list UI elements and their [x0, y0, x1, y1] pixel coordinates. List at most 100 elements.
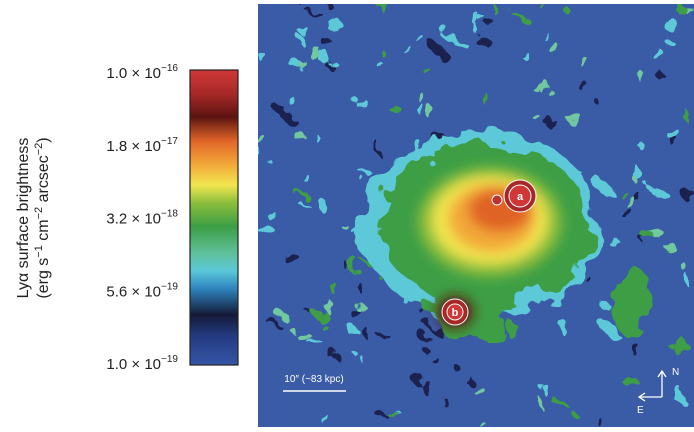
noise-speckle [407, 82, 415, 91]
noise-speckle [419, 64, 427, 71]
noise-speckle [266, 209, 275, 218]
unit-text: ) [35, 137, 52, 142]
noise-speckle [305, 336, 320, 343]
noise-speckle [293, 19, 302, 30]
tick-mantissa: 5.6 × 10 [106, 283, 161, 300]
noise-speckle [657, 11, 671, 25]
noise-speckle [625, 214, 639, 222]
noise-speckle [521, 50, 528, 59]
noise-speckle [388, 102, 398, 112]
noise-speckle [527, 80, 543, 86]
colorbar-tick-label: 5.6 × 10−19 [106, 281, 178, 300]
tick-exponent: −16 [161, 63, 178, 74]
unit-text: (erg s [35, 258, 52, 299]
noise-speckle [351, 263, 366, 276]
noise-speckle [561, 407, 572, 414]
noise-speckle [566, 115, 582, 124]
noise-speckle [628, 201, 642, 211]
noise-speckle [354, 93, 363, 106]
noise-speckle [634, 346, 643, 358]
noise-speckle [323, 40, 334, 47]
noise-speckle [301, 204, 310, 208]
noise-speckle [533, 115, 541, 120]
unit-exponent: −2 [33, 207, 45, 220]
noise-speckle [355, 353, 361, 357]
noise-speckle [541, 4, 545, 10]
noise-speckle [578, 54, 585, 66]
noise-speckle [292, 128, 301, 139]
noise-speckle [350, 331, 362, 337]
noise-speckle [489, 23, 499, 29]
tick-mantissa: 3.2 × 10 [106, 211, 161, 228]
noise-speckle [595, 180, 607, 192]
noise-speckle [601, 321, 615, 332]
noise-speckle [435, 47, 446, 57]
noise-speckle [400, 45, 412, 51]
noise-speckle [383, 53, 388, 59]
noise-speckle [331, 283, 339, 295]
north-label: N [672, 367, 679, 378]
noise-speckle [673, 390, 687, 401]
tick-mantissa: 1.8 × 10 [106, 138, 161, 155]
unit-exponent: −2 [33, 143, 45, 156]
noise-speckle [672, 339, 687, 345]
east-label: E [637, 405, 644, 416]
noise-speckle [610, 235, 618, 247]
noise-speckle [409, 95, 417, 107]
noise-speckle [622, 374, 636, 386]
colorbar-tick-label: 3.2 × 10−18 [106, 209, 178, 228]
noise-speckle [409, 133, 415, 146]
unit-text: arcsec [35, 155, 52, 207]
noise-speckle [382, 67, 388, 74]
noise-speckle [285, 252, 299, 266]
unit-text: cm [35, 219, 52, 245]
noise-speckle [637, 69, 641, 81]
noise-speckle [665, 127, 680, 138]
noise-speckle [300, 171, 307, 179]
noise-speckle [514, 13, 525, 18]
noise-speckle [543, 31, 547, 41]
noise-speckle [670, 137, 679, 146]
noise-speckle [362, 170, 372, 177]
noise-speckle [685, 110, 690, 122]
tick-exponent: −18 [161, 209, 178, 220]
noise-speckle [422, 333, 428, 345]
unit-exponent: −1 [33, 245, 45, 258]
noise-speckle [256, 152, 267, 160]
noise-speckle [599, 298, 606, 308]
noise-speckle [260, 225, 274, 237]
colorbar-tick-label: 1.0 × 10−19 [106, 354, 178, 373]
noise-speckle [315, 320, 323, 324]
lya-map: a b 10″ (~83 kpc) N E [255, 0, 694, 427]
noise-speckle [297, 55, 301, 66]
noise-speckle [280, 313, 289, 323]
noise-speckle [639, 183, 644, 188]
tick-exponent: −19 [161, 354, 178, 365]
noise-speckle [651, 48, 664, 59]
noise-speckle [327, 18, 342, 32]
noise-speckle [321, 55, 335, 66]
noise-speckle [260, 54, 268, 63]
noise-speckle [456, 366, 461, 375]
noise-speckle [294, 330, 309, 338]
noise-speckle [296, 193, 309, 198]
noise-speckle [468, 11, 479, 22]
noise-speckle [291, 29, 297, 36]
source-label: a [517, 191, 524, 203]
noise-speckle [478, 418, 482, 427]
tick-exponent: −19 [161, 281, 178, 292]
noise-speckle [423, 103, 431, 116]
tick-exponent: −17 [161, 136, 178, 147]
noise-speckle [317, 201, 329, 210]
noise-speckle [341, 225, 349, 229]
source-label: b [452, 307, 459, 319]
noise-speckle [586, 277, 592, 283]
noise-speckle [372, 407, 381, 413]
noise-speckle [561, 325, 574, 336]
noise-speckle [536, 396, 541, 406]
noise-speckle [646, 233, 656, 245]
noise-speckle [357, 306, 369, 314]
noise-speckle [419, 39, 429, 45]
noise-speckle [286, 93, 292, 102]
noise-speckle [305, 8, 318, 12]
